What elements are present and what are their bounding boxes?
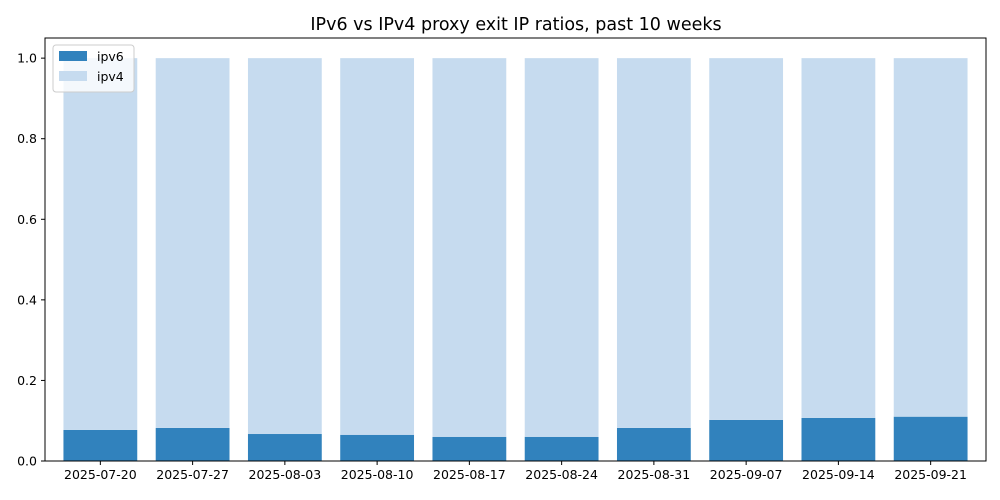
x-tick-label: 2025-08-10: [341, 467, 414, 482]
bar-ipv6-2025-08-03: [247, 434, 322, 461]
bar-ipv6-2025-08-17: [432, 436, 507, 461]
bar-ipv4-2025-08-17: [432, 58, 507, 437]
x-tick-label: 2025-09-14: [802, 467, 875, 482]
bar-ipv6-2025-09-07: [709, 419, 784, 461]
chart-title: IPv6 vs IPv4 proxy exit IP ratios, past …: [310, 15, 721, 35]
bar-ipv4-2025-09-14: [801, 58, 876, 418]
legend-label-ipv6: ipv6: [97, 49, 124, 64]
bar-ipv4-2025-08-24: [524, 58, 599, 437]
x-tick-label: 2025-08-17: [433, 467, 506, 482]
bar-ipv6-2025-07-20: [63, 429, 138, 461]
legend: ipv6 ipv4: [52, 44, 135, 93]
x-axis: 2025-07-20 2025-07-27 2025-08-03 2025-08-10…: [64, 461, 967, 482]
x-tick-label: 2025-08-31: [618, 467, 691, 482]
legend-swatch-ipv6: [59, 51, 87, 61]
y-axis: 0.0 0.2 0.4 0.6 0.8 1.0: [17, 51, 45, 469]
y-tick-label: 0.4: [17, 292, 37, 307]
y-tick-label: 0.0: [17, 454, 37, 469]
x-tick-label: 2025-09-07: [710, 467, 783, 482]
legend-label-ipv4: ipv4: [97, 69, 124, 84]
bar-ipv4-2025-08-31: [616, 58, 691, 428]
x-tick-label: 2025-08-03: [249, 467, 322, 482]
x-tick-label: 2025-07-20: [64, 467, 137, 482]
y-tick-label: 0.2: [17, 373, 37, 388]
bar-ipv6-2025-08-24: [524, 436, 599, 461]
y-tick-label: 0.8: [17, 131, 37, 146]
x-tick-label: 2025-09-21: [894, 467, 967, 482]
bar-ipv6-2025-09-14: [801, 417, 876, 461]
legend-swatch-ipv4: [59, 71, 87, 81]
y-tick-label: 0.6: [17, 212, 37, 227]
bar-ipv4-2025-09-07: [709, 58, 784, 420]
bar-ipv6-2025-08-10: [340, 434, 415, 461]
bar-ipv4-2025-07-27: [155, 58, 230, 428]
plot-frame: [44, 37, 987, 462]
bars-layer: [63, 58, 968, 461]
bar-ipv6-2025-08-31: [616, 427, 691, 461]
bar-ipv4-2025-08-10: [340, 58, 415, 435]
bar-ipv6-2025-09-21: [893, 416, 968, 461]
y-tick-label: 1.0: [17, 51, 37, 66]
x-tick-label: 2025-08-24: [525, 467, 598, 482]
x-tick-label: 2025-07-27: [156, 467, 229, 482]
bar-ipv4-2025-08-03: [247, 58, 322, 435]
bar-ipv6-2025-07-27: [155, 427, 230, 461]
bar-ipv4-2025-07-20: [63, 58, 138, 430]
bar-ipv4-2025-09-21: [893, 58, 968, 417]
